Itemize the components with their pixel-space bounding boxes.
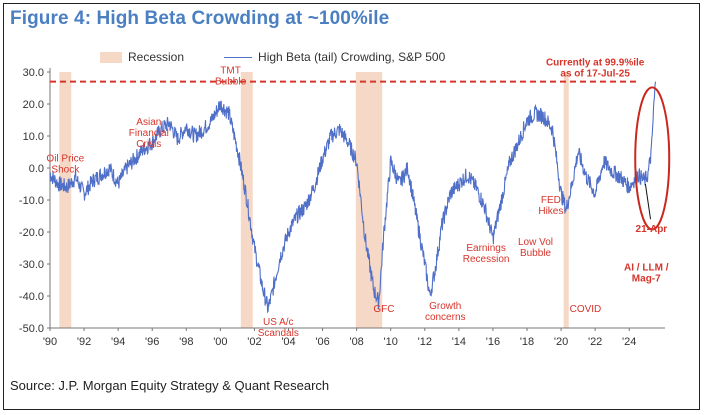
legend-recession-label: Recession	[128, 50, 185, 64]
legend: Recession High Beta (tail) Crowding, S&P…	[100, 50, 445, 64]
x-tick-label-2: '94	[111, 336, 125, 348]
chart-title: Figure 4: High Beta Crowding at ~100%ile	[10, 8, 390, 29]
x-tick-label-16: '22	[588, 336, 602, 348]
annotation-fed-hikes-0: FED	[541, 195, 561, 206]
x-tick-label-13: '16	[486, 336, 500, 348]
x-tick-label-7: '04	[281, 336, 295, 348]
annotation-asian-crisis-2: Crisis	[136, 139, 161, 150]
x-tick-label-11: '12	[418, 336, 432, 348]
y-tick-label-8: -50.0	[19, 323, 44, 335]
recession-band-2	[355, 72, 383, 328]
annotation-tmt-bubble-1: Bubble	[215, 77, 247, 88]
annotation-fed-hikes-1: Hikes	[538, 206, 563, 217]
x-tick-label-17: '24	[622, 336, 636, 348]
highlight-ellipse	[634, 86, 671, 231]
y-tick-label-1: 20.0	[23, 99, 44, 111]
annotation-ai-llm-1: Mag-7	[632, 273, 661, 284]
legend-series-line	[224, 56, 253, 58]
annotation-21-apr-0: 21-Apr	[636, 224, 668, 235]
x-tick-label-15: '20	[554, 336, 568, 348]
annotation-covid-0: COVID	[570, 304, 602, 315]
annotation-growth-concerns-0: Growth	[429, 301, 461, 312]
legend-recession-swatch	[100, 51, 122, 63]
recession-band-1	[240, 72, 253, 328]
x-tick-label-1: '92	[77, 336, 91, 348]
recession-band-3	[563, 72, 569, 328]
y-tick-label-2: 10.0	[23, 131, 44, 143]
x-tick-label-8: '06	[315, 336, 329, 348]
y-tick-label-6: -30.0	[19, 259, 44, 271]
annotation-oil-shock-0: Oil Price	[46, 154, 84, 165]
y-tick-label-5: -20.0	[19, 227, 44, 239]
annotation-earnings-recession-1: Recession	[463, 254, 510, 265]
annotation-current-0: Currently at 99.9%ile	[546, 58, 645, 69]
x-tick-label-3: '96	[145, 336, 159, 348]
annotation-growth-concerns-1: concerns	[425, 312, 466, 323]
x-tick-label-5: '00	[213, 336, 227, 348]
legend-series-label: High Beta (tail) Crowding, S&P 500	[258, 50, 446, 64]
annotation-oil-shock-1: Shock	[51, 165, 80, 176]
series-line	[49, 81, 657, 314]
x-tick-label-0: '90	[43, 336, 57, 348]
x-tick-label-12: '14	[452, 336, 466, 348]
x-tick-label-10: '10	[384, 336, 398, 348]
chart-source: Source: J.P. Morgan Equity Strategy & Qu…	[10, 378, 330, 393]
y-tick-label-4: -10.0	[19, 195, 44, 207]
chart-frame	[3, 3, 700, 410]
annotation-us-scandals-0: US A/c	[263, 317, 294, 328]
annotation-low-vol-bubble-1: Bubble	[520, 248, 552, 259]
y-tick-label-7: -40.0	[19, 291, 44, 303]
x-tick-label-4: '98	[179, 336, 193, 348]
annotation-low-vol-bubble-0: Low Vol	[518, 237, 553, 248]
annotation-ai-llm-0: AI / LLM /	[624, 262, 669, 273]
annotation-asian-crisis-0: Asian	[136, 117, 161, 128]
annotation-asian-crisis-1: Financial	[129, 128, 169, 139]
recession-band-0	[59, 72, 72, 328]
annotation-gfc-0: GFC	[373, 304, 394, 315]
annotation-us-scandals-1: Scandals	[258, 328, 299, 339]
annotation-current-1: as of 17-Jul-25	[560, 69, 630, 80]
x-tick-label-6: '02	[247, 336, 261, 348]
annotation-earnings-recession-0: Earnings	[466, 243, 505, 254]
y-tick-label-0: 30.0	[23, 67, 44, 79]
y-tick-label-3: 0.0	[29, 163, 44, 175]
x-tick-label-14: '18	[520, 336, 534, 348]
x-tick-label-9: '08	[349, 336, 363, 348]
annotation-tmt-bubble-0: TMT	[220, 66, 241, 77]
annotation-21-apr-pointer	[644, 183, 652, 220]
